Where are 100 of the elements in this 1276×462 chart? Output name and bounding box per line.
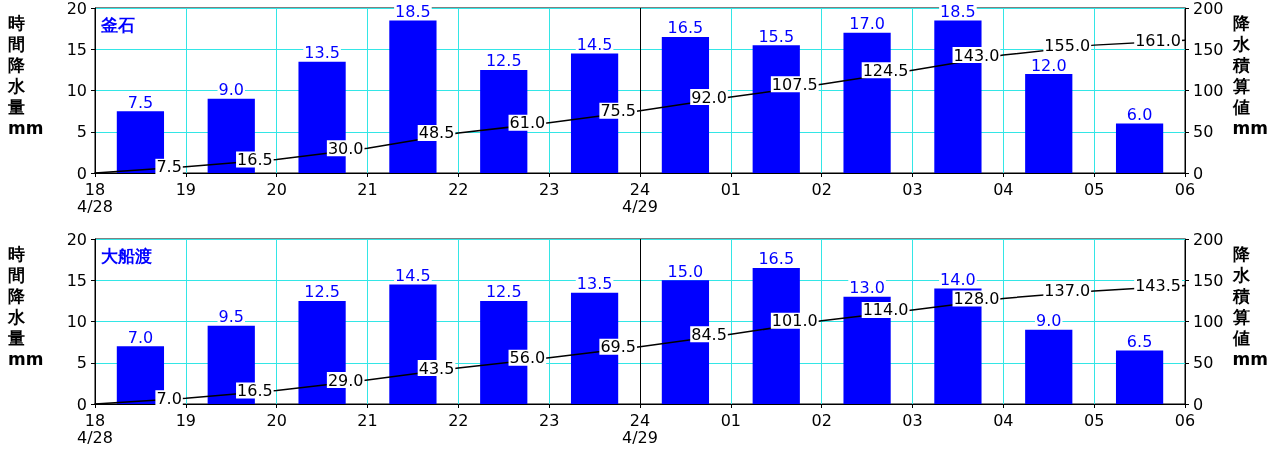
data-label: 16.5 (667, 18, 704, 38)
data-label: 29.0 (327, 370, 364, 390)
x-tick-label: 01 (720, 180, 742, 199)
y-tick-label: 20 (66, 229, 87, 249)
y-tick-label: 15 (66, 270, 87, 290)
x-tick-label: 01 (720, 411, 742, 430)
data-label: 13.5 (576, 274, 613, 294)
x-tick-label: 18 4/28 (77, 411, 113, 447)
data-label: 101.0 (771, 311, 818, 331)
data-label: 12.5 (485, 282, 522, 302)
data-label: 16.5 (237, 380, 273, 400)
x-tick-label: 05 (1083, 180, 1105, 199)
y-tick-label: 0 (76, 163, 87, 183)
data-label: 12.0 (1030, 55, 1067, 75)
x-tick-label: 23 (538, 180, 560, 199)
y2-axis-title: 降水積算値 mm (1231, 243, 1269, 369)
data-label: 61.0 (509, 113, 546, 133)
x-tick-label: 03 (902, 180, 923, 199)
data-label: 43.5 (418, 358, 455, 378)
x-tick-label: 23 (538, 411, 560, 430)
y2-tick-label: 0 (1193, 394, 1204, 414)
x-tick-label: 19 (175, 411, 197, 430)
data-label: 17.0 (849, 14, 885, 34)
data-label: 128.0 (953, 288, 1000, 308)
y2-tick-label: 200 (1193, 229, 1224, 249)
y2-tick-label: 50 (1193, 122, 1214, 142)
chart-title: 釜石 (100, 14, 135, 35)
x-tick-label: 06 (1174, 411, 1196, 430)
data-label: 14.5 (576, 34, 613, 54)
y2-tick-label: 200 (1193, 0, 1224, 18)
y-tick-label: 0 (76, 394, 87, 414)
data-label: 107.5 (771, 74, 818, 94)
y-tick-label: 20 (66, 0, 87, 18)
data-label: 18.5 (940, 1, 976, 21)
x-tick-label: 04 (993, 180, 1014, 199)
data-label: 15.5 (758, 26, 795, 46)
data-label: 13.0 (849, 278, 885, 298)
data-label: 84.5 (691, 324, 727, 344)
y2-tick-label: 0 (1193, 163, 1204, 183)
data-label: 143.0 (953, 45, 1000, 65)
y-tick-label: 10 (66, 312, 87, 331)
data-label: 14.5 (395, 265, 431, 285)
data-label: 9.5 (218, 307, 244, 327)
data-label: 161.0 (1135, 30, 1181, 50)
x-tick-label: 20 (266, 411, 287, 430)
x-tick-label: 22 (448, 180, 469, 199)
data-label: 56.0 (509, 348, 546, 368)
data-label: 6.5 (1126, 331, 1153, 351)
y-tick-label: 5 (76, 353, 87, 373)
data-label: 18.5 (395, 1, 431, 21)
data-label: 9.0 (1036, 311, 1062, 331)
x-tick-label: 21 (357, 411, 378, 430)
y-axis-title: 時間降水量 mm (7, 243, 44, 369)
y-tick-label: 15 (66, 39, 87, 59)
x-tick-label: 19 (175, 180, 197, 199)
x-tick-label: 21 (357, 180, 378, 199)
data-label: 137.0 (1044, 281, 1091, 301)
y2-tick-label: 100 (1193, 312, 1224, 331)
y-axis-title: 時間降水量 mm (7, 12, 44, 138)
y2-tick-label: 100 (1193, 81, 1224, 100)
y-tick-label: 5 (76, 122, 87, 142)
y2-tick-label: 150 (1193, 270, 1224, 290)
x-tick-label: 24 4/29 (622, 411, 658, 447)
x-tick-label: 18 4/28 (77, 180, 113, 216)
x-tick-label: 03 (902, 411, 923, 430)
chart-title: 大船渡 (101, 245, 152, 266)
y2-tick-label: 150 (1193, 39, 1224, 59)
data-label: 15.0 (667, 261, 704, 281)
data-label: 48.5 (418, 123, 455, 143)
data-label: 7.5 (127, 92, 154, 112)
x-tick-label: 04 (993, 411, 1014, 430)
data-label: 143.5 (1135, 276, 1181, 296)
data-label: 16.5 (758, 249, 795, 269)
data-label: 16.5 (237, 149, 273, 169)
data-label: 9.0 (218, 80, 244, 100)
data-label: 14.0 (940, 270, 976, 289)
data-label: 30.0 (327, 138, 364, 158)
y2-tick-label: 50 (1193, 353, 1214, 373)
y-tick-label: 10 (66, 81, 87, 100)
data-label: 7.5 (156, 157, 182, 177)
x-tick-label: 06 (1174, 180, 1196, 199)
data-label: 12.5 (304, 282, 340, 302)
x-tick-label: 02 (811, 411, 832, 430)
x-tick-label: 02 (811, 180, 832, 199)
data-label: 155.0 (1044, 35, 1091, 55)
data-label: 124.5 (862, 60, 909, 80)
x-tick-label: 22 (448, 411, 469, 430)
x-tick-label: 24 4/29 (622, 180, 658, 216)
data-label: 7.0 (156, 388, 182, 408)
data-label: 69.5 (600, 337, 636, 357)
data-label: 13.5 (304, 43, 340, 63)
x-tick-label: 05 (1083, 411, 1105, 430)
data-label: 12.5 (485, 51, 522, 71)
data-label: 114.0 (862, 300, 909, 320)
data-label: 75.5 (600, 101, 636, 121)
data-label: 7.0 (127, 327, 154, 347)
x-tick-label: 20 (266, 180, 287, 199)
data-label: 92.0 (691, 87, 727, 107)
y2-axis-title: 降水積算値 mm (1231, 12, 1269, 138)
data-label: 6.0 (1126, 105, 1153, 124)
